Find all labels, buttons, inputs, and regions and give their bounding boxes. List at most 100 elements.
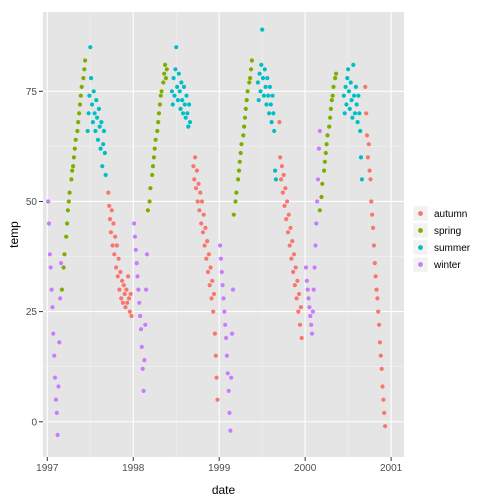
point-winter: [144, 252, 150, 257]
point-spring: [77, 102, 83, 107]
point-summer: [343, 84, 348, 89]
x-axis-ticks: 1997 1998 1999 2000 2001: [36, 457, 403, 474]
point-summer: [267, 111, 272, 116]
point-summer: [259, 62, 264, 67]
point-spring: [245, 89, 250, 94]
point-spring: [242, 115, 248, 120]
point-winter: [134, 261, 139, 266]
point-spring: [329, 98, 334, 103]
point-spring: [249, 58, 254, 63]
point-summer: [99, 120, 104, 125]
point-autumn: [122, 291, 127, 297]
point-summer: [182, 102, 187, 107]
point-winter: [57, 340, 62, 345]
point-winter: [313, 243, 318, 248]
point-autumn: [285, 230, 291, 235]
point-spring: [328, 106, 333, 111]
point-autumn: [205, 239, 210, 244]
point-spring: [65, 221, 70, 226]
point-autumn: [376, 309, 381, 314]
point-autumn: [199, 199, 205, 204]
point-autumn: [211, 309, 216, 314]
point-spring: [237, 159, 242, 164]
legend-label-autumn: autumn: [434, 209, 467, 220]
point-summer: [101, 142, 106, 147]
legend-marker-winter: [418, 262, 423, 267]
point-autumn: [369, 199, 374, 204]
point-winter: [317, 128, 322, 134]
point-summer: [175, 98, 180, 103]
point-spring: [145, 208, 150, 213]
point-autumn: [383, 424, 388, 429]
point-winter: [135, 274, 140, 279]
point-spring: [331, 84, 336, 89]
point-autumn: [279, 164, 284, 169]
point-summer: [185, 111, 190, 116]
point-winter: [137, 300, 142, 305]
point-winter: [52, 353, 57, 358]
point-autumn: [290, 239, 295, 244]
point-autumn: [113, 234, 118, 239]
point-autumn: [213, 353, 218, 358]
point-winter: [226, 388, 231, 393]
point-autumn: [364, 111, 369, 116]
point-spring: [71, 155, 76, 160]
point-summer: [255, 80, 260, 85]
point-winter: [224, 353, 229, 358]
point-winter: [230, 331, 235, 336]
point-summer: [260, 76, 266, 81]
point-autumn: [127, 309, 132, 314]
point-summer: [261, 93, 266, 98]
point-spring: [234, 190, 239, 195]
point-summer: [100, 164, 105, 169]
point-autumn: [120, 300, 125, 305]
point-autumn: [110, 243, 115, 248]
point-winter: [223, 322, 228, 327]
point-summer: [349, 98, 354, 103]
point-summer: [173, 67, 178, 72]
point-summer: [271, 111, 276, 116]
point-summer: [95, 115, 100, 120]
point-autumn: [280, 190, 285, 195]
point-summer: [101, 128, 107, 134]
point-spring: [325, 133, 330, 138]
point-autumn: [294, 296, 299, 301]
point-autumn: [380, 384, 385, 389]
point-spring: [158, 93, 163, 98]
point-autumn: [193, 186, 199, 191]
point-summer: [171, 76, 176, 81]
point-summer: [98, 146, 103, 151]
point-summer: [266, 93, 271, 98]
point-spring: [333, 76, 338, 81]
point-autumn: [206, 252, 211, 257]
point-spring: [330, 93, 335, 98]
y-axis-ticks: 0 25 50 75: [26, 87, 43, 428]
point-spring: [78, 93, 83, 98]
point-spring: [233, 199, 238, 204]
point-autumn: [377, 322, 382, 327]
x-tick-label: 1998: [122, 463, 145, 474]
point-winter: [227, 410, 232, 415]
point-summer: [186, 124, 191, 129]
point-autumn: [191, 164, 196, 169]
point-autumn: [208, 265, 213, 270]
point-spring: [161, 80, 166, 85]
point-spring: [59, 287, 64, 292]
point-winter: [306, 296, 311, 301]
point-spring: [152, 146, 157, 151]
point-autumn: [296, 309, 301, 314]
point-autumn: [279, 177, 284, 182]
point-summer: [341, 93, 346, 98]
point-summer: [174, 45, 179, 50]
point-summer: [93, 128, 98, 134]
point-autumn: [295, 278, 300, 283]
point-summer: [353, 84, 358, 89]
point-spring: [248, 76, 253, 81]
point-autumn: [381, 397, 386, 402]
point-winter: [225, 371, 230, 376]
point-summer: [95, 137, 101, 142]
point-autumn: [366, 142, 371, 147]
point-autumn: [364, 133, 370, 138]
point-spring: [147, 199, 152, 204]
